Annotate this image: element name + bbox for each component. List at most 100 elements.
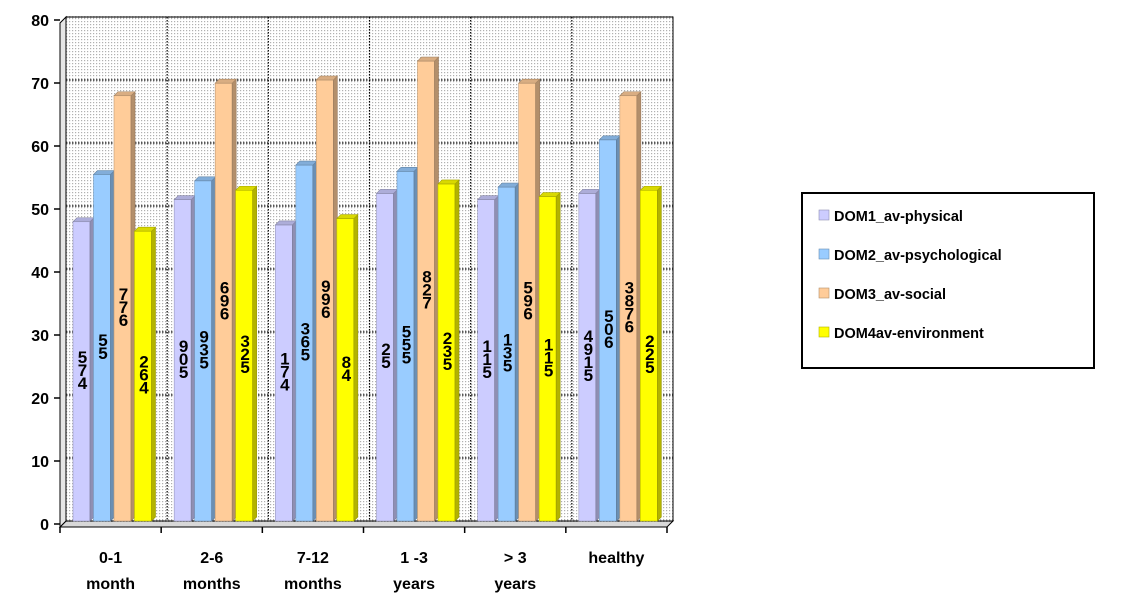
data-label: 8 xyxy=(625,291,634,310)
data-label: 3 xyxy=(503,344,512,363)
data-label: 7 xyxy=(625,304,634,323)
data-label: 2 xyxy=(422,281,431,300)
bar xyxy=(517,78,541,522)
data-label: 6 xyxy=(220,279,229,298)
data-label: 5 xyxy=(199,353,208,372)
data-label: 5 xyxy=(482,363,491,382)
legend-swatch xyxy=(818,248,830,260)
legend-entry: DOM1_av-physical xyxy=(834,209,963,225)
data-label: 9 xyxy=(179,337,188,356)
data-label: 5 xyxy=(402,349,411,368)
data-label: 5 xyxy=(544,361,553,380)
data-label: 6 xyxy=(139,366,148,385)
data-label: 6 xyxy=(604,333,613,352)
data-label: 4 xyxy=(342,366,352,385)
bar xyxy=(538,191,561,522)
data-label: 5 xyxy=(78,348,87,367)
bar xyxy=(497,182,520,522)
data-label: 2 xyxy=(443,329,452,348)
data-label: 2 xyxy=(139,353,148,372)
data-label: 3 xyxy=(240,332,249,351)
legend-entry: DOM3_av-social xyxy=(834,287,946,303)
data-label: 2 xyxy=(240,345,249,364)
data-label: 7 xyxy=(280,362,289,381)
legend: DOM1_av-physical DOM2_av-psychological DOM… xyxy=(801,192,1095,369)
bars xyxy=(72,56,663,522)
data-label: 4 xyxy=(584,327,594,346)
data-label: 5 xyxy=(98,331,107,350)
x-category-label: 1 -3 xyxy=(400,550,428,567)
data-label: 6 xyxy=(321,303,330,322)
data-label: 1 xyxy=(280,349,289,368)
bar xyxy=(92,169,116,522)
x-category-label: month xyxy=(86,576,135,593)
data-label: 7 xyxy=(119,285,128,304)
bar xyxy=(295,160,318,522)
data-label: 7 xyxy=(78,361,87,380)
legend-swatch xyxy=(818,287,830,299)
data-label: 3 xyxy=(301,320,310,339)
data-label: 5 xyxy=(604,307,613,326)
data-label: 2 xyxy=(645,332,654,351)
data-label: 9 xyxy=(199,327,208,346)
y-tick-label: 40 xyxy=(31,265,49,282)
data-label: 8 xyxy=(422,268,431,287)
data-label: 3 xyxy=(199,340,208,359)
y-tick-labels: 0 10 20 30 40 50 60 70 80 xyxy=(31,13,49,534)
y-tick-label: 10 xyxy=(31,454,49,471)
data-label: 5 xyxy=(240,358,249,377)
data-label: 5 xyxy=(402,336,411,355)
data-label: 9 xyxy=(220,292,229,311)
bar xyxy=(336,213,359,522)
data-label: 7 xyxy=(422,294,431,313)
data-label: 5 xyxy=(301,346,310,365)
data-label: 5 xyxy=(98,344,107,363)
bar xyxy=(113,91,136,522)
data-label: 2 xyxy=(645,345,654,364)
data-label: 2 xyxy=(381,340,390,359)
data-label: 1 xyxy=(503,331,512,350)
bar xyxy=(437,179,460,522)
y-tick-label: 0 xyxy=(40,517,49,534)
x-category-label: 0-1 xyxy=(99,550,122,567)
y-tick-label: 70 xyxy=(31,76,49,93)
data-label: 1 xyxy=(544,335,553,354)
data-label: 0 xyxy=(179,350,188,369)
side-wall xyxy=(59,15,67,529)
y-tick-label: 30 xyxy=(31,328,49,345)
legend-entry: DOM2_av-psychological xyxy=(834,248,1002,264)
data-label: 3 xyxy=(443,342,452,361)
data-label: 1 xyxy=(482,350,491,369)
data-label: 8 xyxy=(342,353,351,372)
bar xyxy=(133,226,157,522)
x-category-label: > 3 xyxy=(504,550,527,567)
x-category-label: months xyxy=(284,576,342,593)
bar xyxy=(193,176,217,522)
y-tick-label: 20 xyxy=(31,391,49,408)
x-category-label: 2-6 xyxy=(200,550,223,567)
data-label: 1 xyxy=(482,337,491,356)
data-label: 6 xyxy=(220,305,229,324)
data-label: 9 xyxy=(584,340,593,359)
bar xyxy=(173,194,196,522)
bar xyxy=(619,91,642,522)
data-label: 6 xyxy=(625,317,634,336)
legend-entry: DOM4av-environment xyxy=(834,326,984,342)
data-label: 5 xyxy=(443,355,452,374)
plot-floor xyxy=(58,520,675,528)
bar xyxy=(315,75,339,522)
data-label: 6 xyxy=(523,305,532,324)
bar xyxy=(274,220,298,522)
data-label: 5 xyxy=(584,366,593,385)
data-label: 4 xyxy=(139,379,149,398)
x-category-label: healthy xyxy=(588,550,644,567)
data-label: 3 xyxy=(625,278,634,297)
data-label: 4 xyxy=(280,375,290,394)
data-label: 4 xyxy=(78,374,88,393)
data-label: 5 xyxy=(503,357,512,376)
bar xyxy=(476,194,500,522)
data-label: 5 xyxy=(645,358,654,377)
data-label: 7 xyxy=(119,298,128,317)
